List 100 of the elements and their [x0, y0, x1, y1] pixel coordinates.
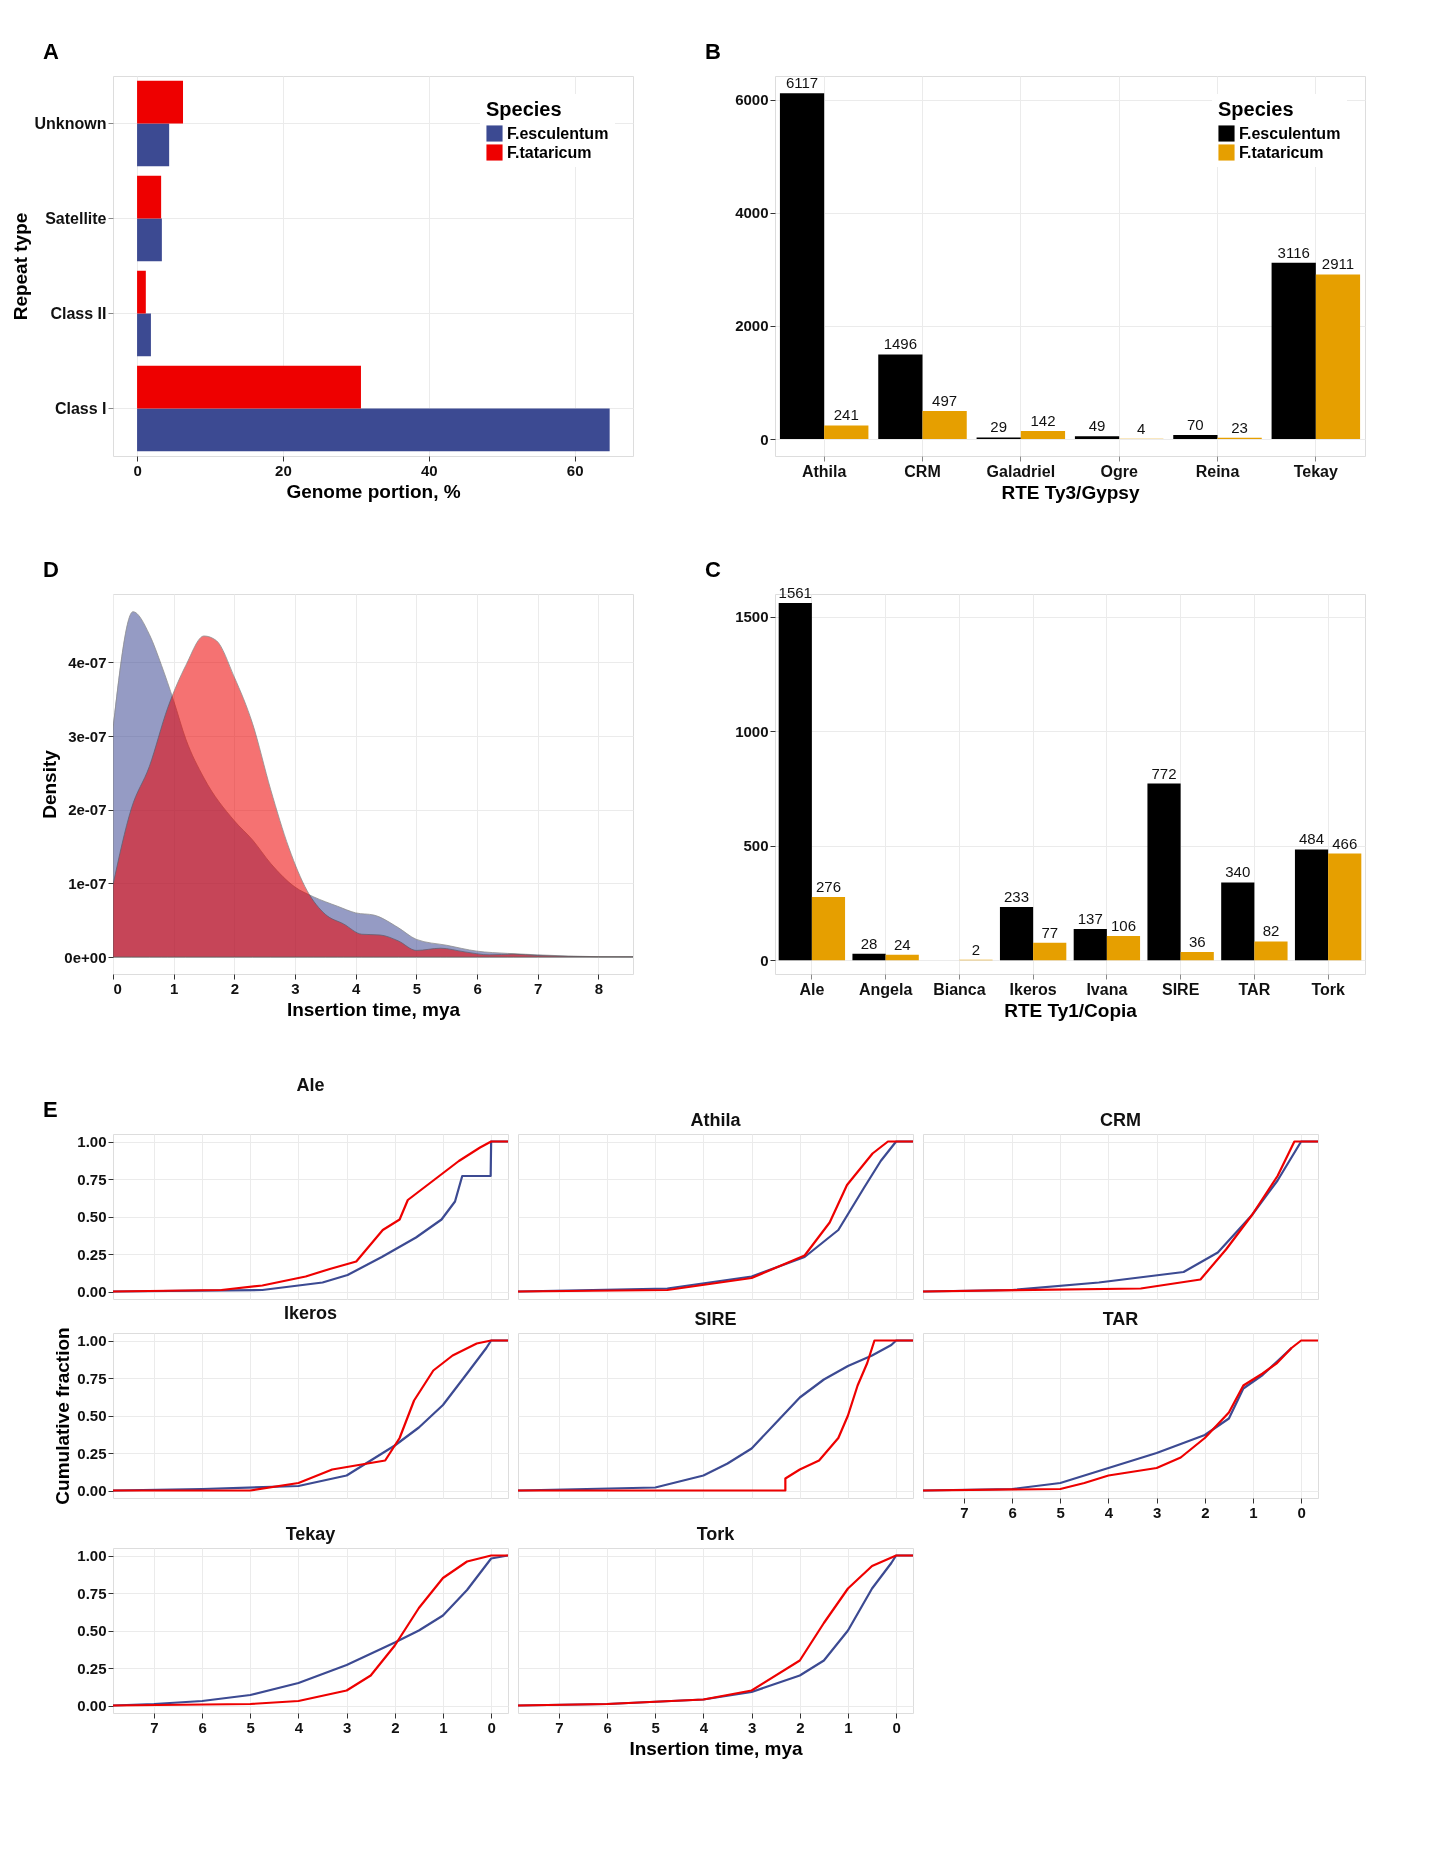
x-tick-label: Ale — [799, 980, 825, 998]
y-tick-label: 500 — [743, 837, 769, 855]
x-tick-label: 6 — [198, 1718, 207, 1736]
x-tick-label: Bianca — [933, 980, 986, 998]
bar — [885, 954, 919, 961]
legend-title: Species — [1218, 98, 1294, 120]
x-tick-label: SIRE — [1161, 980, 1200, 998]
data-label: 77 — [1041, 923, 1059, 941]
line-series — [113, 1339, 508, 1492]
bar — [1020, 431, 1066, 440]
x-tick-label: 0 — [1297, 1503, 1306, 1521]
y-tick-label: 0.00 — [77, 1482, 107, 1499]
y-tick-label: 0.50 — [77, 1208, 107, 1225]
y-tick-label: Class II — [50, 304, 107, 322]
data-label: 49 — [1088, 417, 1106, 435]
x-tick-label: 1 — [439, 1718, 448, 1736]
bar — [779, 93, 825, 440]
x-tick-label: 4 — [352, 979, 362, 997]
x-axis-title: RTE Ty1/Copia — [1004, 999, 1138, 1021]
x-tick-label: 4 — [294, 1718, 304, 1736]
y-axis-title: Cumulative fraction — [52, 1327, 74, 1505]
data-label: 28 — [860, 934, 878, 952]
bar — [1254, 941, 1288, 961]
y-tick-label: 1e-07 — [68, 874, 107, 892]
y-tick-label: Unknown — [34, 114, 107, 132]
line-series — [113, 1554, 508, 1707]
data-label: 6117 — [785, 74, 819, 92]
text: A — [43, 39, 59, 64]
data-label: 1496 — [883, 335, 918, 353]
x-axis-title: Insertion time, mya — [629, 1737, 804, 1759]
y-tick-label: 0 — [760, 951, 769, 969]
y-tick-label: 0.25 — [77, 1245, 107, 1263]
legend-label: F.esculentum — [1239, 124, 1341, 142]
x-tick-label: 5 — [1056, 1503, 1065, 1521]
y-tick-label: Satellite — [45, 209, 107, 227]
y-tick-label: 1.00 — [77, 1133, 107, 1150]
data-label: 70 — [1187, 416, 1204, 434]
chart-title: Ale — [296, 1075, 325, 1095]
x-tick-label: 5 — [246, 1718, 255, 1736]
x-axis-title: RTE Ty3/Gypsy — [1001, 481, 1140, 503]
bar — [1294, 849, 1329, 961]
x-tick-label: 3 — [1152, 1503, 1162, 1521]
y-tick-label: 1500 — [735, 608, 769, 626]
x-tick-label: 0 — [133, 461, 142, 479]
x-tick-label: 0 — [487, 1718, 496, 1736]
bar — [811, 897, 846, 961]
x-tick-label: Ikeros — [1009, 980, 1057, 998]
y-axis-title: Density — [39, 749, 61, 819]
bar — [137, 313, 151, 357]
data-label: 24 — [893, 935, 911, 953]
y-tick-label: 0.00 — [77, 1697, 107, 1714]
text: D — [43, 557, 59, 582]
y-tick-label: 6000 — [735, 91, 769, 109]
y-tick-label: 4000 — [735, 204, 769, 222]
y-tick-label: 0.75 — [77, 1170, 107, 1188]
bar — [878, 354, 923, 440]
data-label: 82 — [1262, 922, 1280, 940]
bar — [1074, 436, 1120, 440]
data-label: 772 — [1151, 764, 1177, 782]
x-tick-label: 2 — [391, 1718, 400, 1736]
x-axis-title: Genome portion, % — [286, 480, 461, 502]
data-label: 1561 — [778, 583, 812, 601]
y-tick-label: 0.50 — [77, 1622, 107, 1639]
data-label: 2911 — [1321, 255, 1355, 273]
x-tick-label: 2 — [1201, 1503, 1210, 1521]
x-tick-label: 8 — [594, 979, 604, 997]
x-tick-label: Reina — [1195, 462, 1240, 480]
x-tick-label: Ogre — [1100, 462, 1138, 480]
x-axis-title: Insertion time, mya — [286, 998, 461, 1020]
x-tick-label: 7 — [150, 1718, 159, 1736]
legend-label: F.esculentum — [507, 124, 609, 142]
y-tick-label: 0.25 — [77, 1444, 107, 1462]
bar — [1106, 936, 1141, 961]
bar — [137, 218, 162, 262]
bar — [1315, 274, 1361, 440]
bar — [1033, 942, 1067, 961]
y-tick-label: 1.00 — [77, 1332, 107, 1349]
x-tick-label: Ivana — [1086, 980, 1128, 998]
chart-title: TAR — [1102, 1309, 1139, 1329]
x-tick-label: 1 — [844, 1718, 853, 1736]
data-label: 142 — [1030, 412, 1056, 430]
x-tick-label: 2 — [796, 1718, 805, 1736]
y-axis-title: Repeat type — [9, 212, 31, 321]
x-tick-label: Angela — [858, 980, 913, 998]
data-label: 466 — [1332, 834, 1358, 852]
x-tick-label: 40 — [420, 461, 438, 479]
x-tick-label: 7 — [555, 1718, 564, 1736]
y-tick-label: Class I — [54, 399, 107, 417]
x-tick-label: 6 — [603, 1718, 612, 1736]
x-tick-label: 7 — [960, 1503, 969, 1521]
x-tick-label: Tekay — [1293, 462, 1339, 480]
x-tick-label: 60 — [566, 461, 584, 479]
chart-title: SIRE — [694, 1309, 737, 1329]
x-tick-label: Athila — [801, 462, 847, 480]
y-tick-label: 0.50 — [77, 1407, 107, 1424]
x-tick-label: 5 — [412, 979, 422, 997]
bar — [1271, 262, 1316, 440]
bar — [1147, 783, 1181, 961]
y-tick-label: 0.75 — [77, 1584, 107, 1602]
x-tick-label: 3 — [291, 979, 300, 997]
